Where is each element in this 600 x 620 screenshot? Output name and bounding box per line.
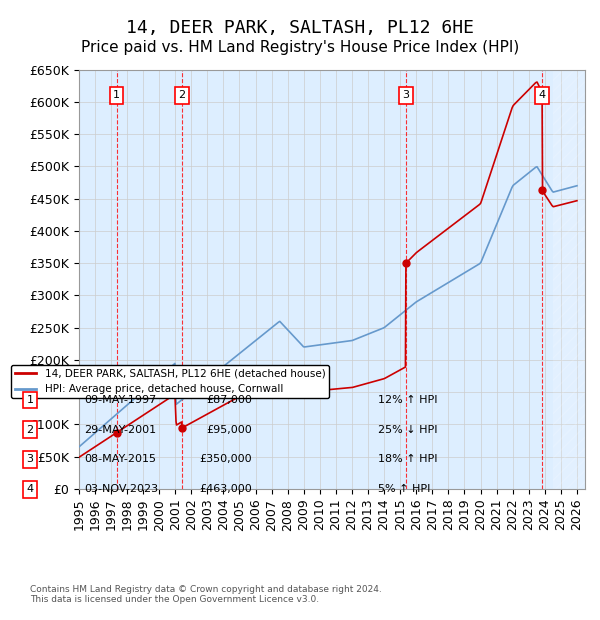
Text: £87,000: £87,000 bbox=[206, 395, 252, 405]
Text: 09-MAY-1997: 09-MAY-1997 bbox=[84, 395, 156, 405]
Text: 5% ↑ HPI: 5% ↑ HPI bbox=[378, 484, 430, 494]
Text: £463,000: £463,000 bbox=[199, 484, 252, 494]
Text: Contains HM Land Registry data © Crown copyright and database right 2024.
This d: Contains HM Land Registry data © Crown c… bbox=[30, 585, 382, 604]
Text: 25% ↓ HPI: 25% ↓ HPI bbox=[378, 425, 437, 435]
Text: £95,000: £95,000 bbox=[206, 425, 252, 435]
Text: 18% ↑ HPI: 18% ↑ HPI bbox=[378, 454, 437, 464]
Bar bbox=[553, 69, 585, 489]
Text: 1: 1 bbox=[113, 91, 120, 100]
Text: 1: 1 bbox=[26, 395, 34, 405]
Text: 08-MAY-2015: 08-MAY-2015 bbox=[84, 454, 156, 464]
Text: 2: 2 bbox=[178, 91, 185, 100]
Text: £350,000: £350,000 bbox=[199, 454, 252, 464]
Text: 2: 2 bbox=[26, 425, 34, 435]
Text: 12% ↑ HPI: 12% ↑ HPI bbox=[378, 395, 437, 405]
Text: 14, DEER PARK, SALTASH, PL12 6HE: 14, DEER PARK, SALTASH, PL12 6HE bbox=[126, 19, 474, 37]
Text: Price paid vs. HM Land Registry's House Price Index (HPI): Price paid vs. HM Land Registry's House … bbox=[81, 40, 519, 55]
Text: 29-MAY-2001: 29-MAY-2001 bbox=[84, 425, 156, 435]
Text: 3: 3 bbox=[403, 91, 409, 100]
Text: 3: 3 bbox=[26, 454, 34, 464]
Legend: 14, DEER PARK, SALTASH, PL12 6HE (detached house), HPI: Average price, detached : 14, DEER PARK, SALTASH, PL12 6HE (detach… bbox=[11, 365, 329, 399]
Text: 4: 4 bbox=[26, 484, 34, 494]
Text: 4: 4 bbox=[539, 91, 546, 100]
Text: 03-NOV-2023: 03-NOV-2023 bbox=[84, 484, 158, 494]
